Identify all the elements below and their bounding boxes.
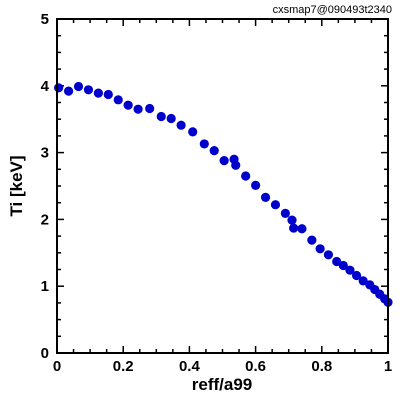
data-point <box>307 235 317 245</box>
data-point <box>289 223 299 233</box>
data-point <box>83 85 94 95</box>
tick-labels: 0 0.2 0.4 0.6 0.8 1 0 1 2 3 4 5 <box>41 11 393 375</box>
data-point <box>93 88 103 98</box>
data-points <box>54 81 393 307</box>
data-point <box>332 256 342 267</box>
data-point <box>103 89 113 100</box>
data-point <box>156 111 166 122</box>
x-tick-label: 0.2 <box>113 358 134 375</box>
x-tick-label: 0.4 <box>179 358 201 375</box>
data-point <box>338 260 348 271</box>
data-point <box>358 276 368 286</box>
data-point <box>113 95 123 105</box>
data-point <box>54 83 64 93</box>
data-point <box>199 139 209 149</box>
plot-frame <box>56 18 389 354</box>
data-point <box>241 171 251 181</box>
chart-title: cxsmap7@090493t2340 <box>273 4 392 16</box>
data-point <box>323 250 334 260</box>
x-tick-label: 0.8 <box>311 358 332 375</box>
data-point <box>260 192 271 202</box>
y-tick-label: 2 <box>41 211 49 228</box>
x-tick-label: 0 <box>53 358 61 375</box>
x-tick-label: 1 <box>384 358 392 375</box>
x-axis-label: reff/a99 <box>192 375 252 394</box>
data-point <box>345 265 355 275</box>
data-point <box>209 145 219 156</box>
data-point <box>63 86 74 96</box>
data-point <box>133 104 143 114</box>
data-point <box>315 244 325 254</box>
x-tick-label: 0.6 <box>245 358 266 375</box>
data-point <box>351 270 362 281</box>
data-point <box>270 200 281 210</box>
data-point <box>219 156 229 166</box>
data-point <box>280 208 290 218</box>
data-point <box>166 113 176 124</box>
data-point <box>297 224 307 234</box>
axis-ticks <box>56 18 389 354</box>
data-point <box>145 103 155 114</box>
data-point <box>231 160 241 170</box>
y-tick-label: 0 <box>41 345 49 362</box>
y-tick-label: 4 <box>41 78 50 95</box>
data-point <box>188 127 198 137</box>
y-tick-label: 1 <box>41 278 49 295</box>
y-tick-label: 5 <box>41 11 49 28</box>
data-point <box>287 215 297 225</box>
y-tick-label: 3 <box>41 145 49 162</box>
data-point <box>123 100 133 110</box>
y-axis-label: Ti [keV] <box>7 155 26 216</box>
data-point <box>73 81 84 92</box>
data-point <box>251 180 261 190</box>
data-point <box>176 120 186 130</box>
